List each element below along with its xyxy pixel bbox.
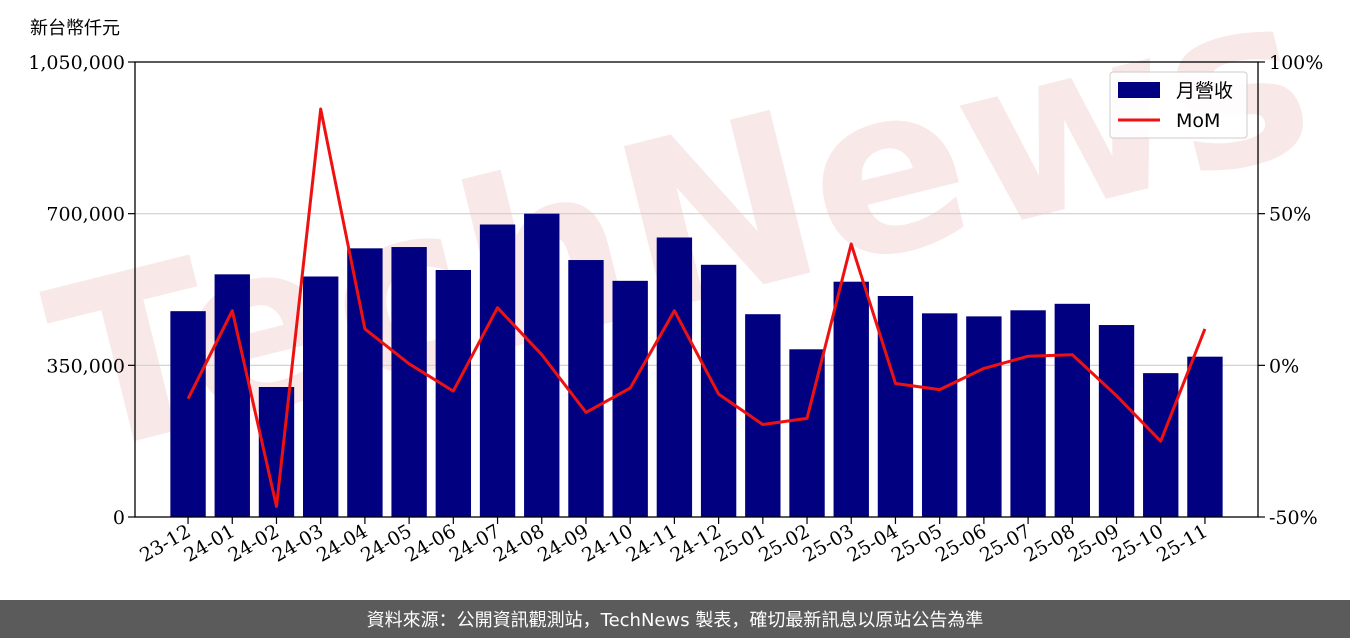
bar	[1010, 310, 1046, 517]
bar	[966, 316, 1002, 517]
bar	[1187, 356, 1223, 517]
bar	[303, 276, 339, 517]
revenue-bars	[170, 213, 1223, 518]
bar	[435, 270, 472, 517]
legend-bar-swatch	[1118, 82, 1160, 98]
legend: 月營收 MoM	[1109, 71, 1248, 139]
bar	[347, 248, 383, 518]
bar	[1054, 303, 1090, 517]
mom-series-line	[186, 107, 1207, 508]
left-y-ticks: 0 350,000 700,000 1,050,000	[28, 52, 135, 529]
x-ticks: 23-1224-0124-0224-0324-0424-0524-0624-07…	[136, 517, 1211, 567]
bar	[391, 247, 427, 518]
bar	[1098, 325, 1135, 517]
bar	[568, 260, 604, 517]
y2-tick-label: -50%	[1269, 507, 1318, 529]
bar	[170, 311, 206, 517]
y-tick-label: 0	[113, 507, 125, 529]
revenue-chart: TechNews 新台幣仟元 0350,000700,0001,050,000 …	[28, 0, 1335, 567]
y-tick-label: 350,000	[46, 355, 125, 377]
y2-tick-label: 0%	[1269, 355, 1299, 377]
bar	[479, 224, 516, 517]
bar	[612, 280, 648, 517]
y2-tick-label: 50%	[1269, 204, 1311, 226]
legend-label-revenue: 月營收	[1176, 80, 1233, 102]
y-axis-unit-label: 新台幣仟元	[30, 18, 120, 39]
legend-label-mom: MoM	[1176, 110, 1220, 132]
y-tick-label: 700,000	[46, 204, 125, 226]
bar	[833, 281, 869, 517]
bar	[656, 237, 693, 517]
plot-frame	[134, 61, 1259, 518]
bar	[921, 313, 958, 517]
bar	[1143, 373, 1179, 517]
y-tick-label: 1,050,000	[28, 52, 125, 74]
bar	[524, 213, 560, 517]
mom-line	[186, 107, 1207, 508]
source-footer: 資料來源：公開資訊觀測站，TechNews 製表，確切最新訊息以原站公告為準	[0, 600, 1350, 638]
x-tick-label: 25-11	[1153, 520, 1211, 566]
footer-text: 資料來源：公開資訊觀測站，TechNews 製表，確切最新訊息以原站公告為準	[366, 610, 984, 631]
y2-tick-label: 100%	[1269, 52, 1323, 74]
bar	[700, 264, 737, 517]
bar	[877, 296, 914, 517]
right-y-ticks: -50% 0% 50% 100%	[1258, 52, 1323, 529]
